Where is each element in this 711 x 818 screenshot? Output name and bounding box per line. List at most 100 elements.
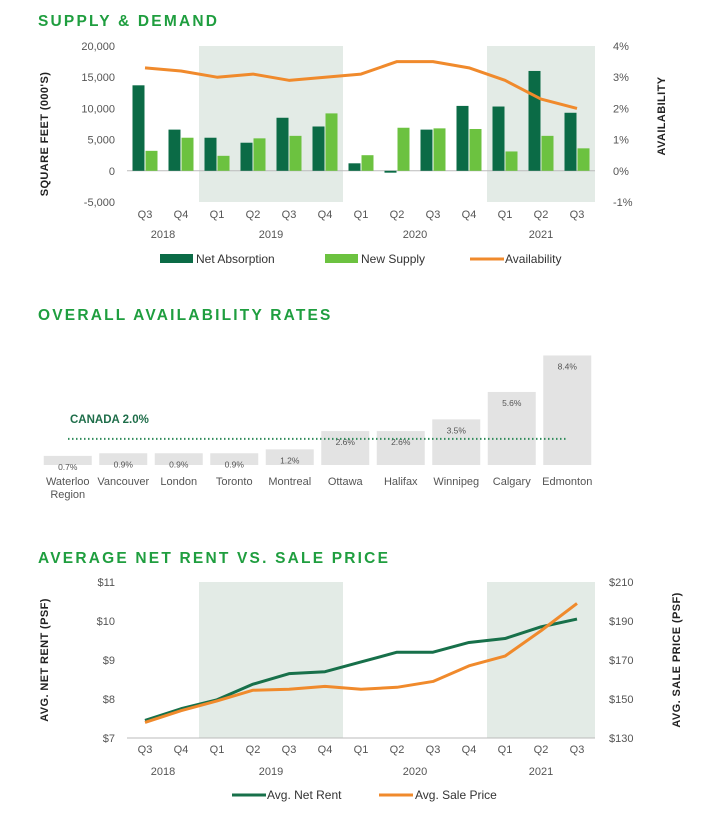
y2-tick-label: 2%	[613, 103, 629, 115]
x-quarter-label: Q3	[138, 744, 153, 756]
availability-rates-heading: OVERALL AVAILABILITY RATES	[38, 307, 333, 324]
x-year-label: 2020	[403, 766, 427, 778]
availability-value-label: 0.7%	[58, 462, 78, 472]
y2-axis-title: AVAILABILITY	[656, 76, 668, 155]
x-quarter-label: Q2	[246, 209, 261, 221]
net-absorption-bar	[492, 106, 505, 171]
availability-bar	[210, 453, 259, 465]
x-quarter-label: Q3	[426, 744, 441, 756]
shaded-year-band	[199, 46, 343, 202]
availability-value-label: 0.9%	[114, 459, 134, 469]
y2-tick-label: $210	[609, 577, 633, 589]
new-supply-bar	[469, 128, 482, 171]
availability-bar	[99, 453, 148, 465]
x-year-label: 2021	[529, 766, 553, 778]
y2-tick-label: $150	[609, 694, 633, 706]
net-absorption-bar	[456, 105, 469, 171]
new-supply-bar	[181, 137, 194, 171]
x-quarter-label: Q3	[138, 209, 153, 221]
x-year-label: 2019	[259, 766, 283, 778]
y-tick-label: $9	[103, 655, 115, 667]
x-quarter-label: Q2	[246, 744, 261, 756]
availability-value-label: 0.9%	[169, 459, 189, 469]
y-tick-label: 5,000	[87, 135, 115, 147]
canada-reference-label: CANADA 2.0%	[70, 414, 149, 426]
city-label: Toronto	[216, 476, 253, 488]
y2-tick-label: $130	[609, 733, 633, 745]
city-label: London	[160, 476, 197, 488]
y2-tick-label: 4%	[613, 41, 629, 53]
x-year-label: 2018	[151, 766, 175, 778]
net-absorption-bar	[132, 85, 145, 171]
shaded-year-band	[487, 46, 595, 202]
x-quarter-label: Q1	[354, 209, 369, 221]
shaded-year-band	[487, 582, 595, 738]
new-supply-bar	[361, 155, 374, 171]
new-supply-bar	[253, 138, 266, 171]
y-tick-label: -5,000	[84, 197, 115, 209]
availability-bar	[543, 355, 592, 465]
x-quarter-label: Q4	[174, 209, 189, 221]
new-supply-bar	[145, 150, 158, 171]
y-axis-title: AVG. NET RENT (PSF)	[39, 598, 51, 722]
y2-axis-title: AVG. SALE PRICE (PSF)	[671, 592, 683, 727]
new-supply-bar	[541, 135, 554, 171]
y2-tick-label: $170	[609, 655, 633, 667]
new-supply-bar	[325, 113, 338, 171]
x-quarter-label: Q2	[390, 209, 405, 221]
new-supply-bar	[397, 127, 410, 171]
new-supply-bar	[289, 135, 302, 171]
x-quarter-label: Q3	[426, 209, 441, 221]
x-year-label: 2018	[151, 229, 175, 241]
net-absorption-bar	[564, 112, 577, 171]
y2-tick-label: 0%	[613, 166, 629, 178]
x-quarter-label: Q4	[318, 209, 333, 221]
net-absorption-bar	[420, 129, 433, 171]
y2-tick-label: 1%	[613, 135, 629, 147]
x-quarter-label: Q2	[534, 209, 549, 221]
availability-bar	[376, 431, 425, 465]
availability-value-label: 2.6%	[391, 437, 411, 447]
legend-label-net-absorption: Net Absorption	[196, 252, 275, 266]
rent-price-heading: AVERAGE NET RENT VS. SALE PRICE	[38, 550, 390, 567]
net-absorption-bar	[384, 170, 397, 173]
sale-price-line	[144, 602, 578, 724]
x-year-label: 2019	[259, 229, 283, 241]
net-absorption-bar	[312, 126, 325, 171]
availability-bar	[265, 449, 314, 465]
supply-demand-chart: -5,000 0 5,000 10,000 15,000 20,000 -1% 0% 1% 2% 3…	[39, 41, 668, 266]
city-label: Halifax	[384, 476, 418, 488]
y-tick-label: 20,000	[81, 41, 115, 53]
x-quarter-label: Q1	[210, 209, 225, 221]
city-label: Ottawa	[328, 476, 364, 488]
availability-bar	[154, 453, 203, 465]
y2-tick-label: 3%	[613, 72, 629, 84]
legend-label-sale-price: Avg. Sale Price	[415, 788, 497, 802]
y-tick-label: $7	[103, 733, 115, 745]
y-tick-label: $11	[97, 577, 115, 589]
x-year-label: 2021	[529, 229, 553, 241]
new-supply-bar	[217, 155, 230, 171]
supply-demand-heading: SUPPLY & DEMAND	[38, 13, 219, 30]
y-axis-title: SQUARE FEET (000'S)	[39, 72, 51, 197]
legend-label-net-rent: Avg. Net Rent	[267, 788, 342, 802]
y-tick-label: $8	[103, 694, 115, 706]
y-tick-label: 15,000	[81, 72, 115, 84]
availability-bar	[321, 431, 370, 465]
x-quarter-label: Q1	[498, 744, 513, 756]
x-quarter-label: Q4	[318, 744, 333, 756]
x-quarter-label: Q3	[570, 744, 585, 756]
net-absorption-bar	[528, 70, 541, 171]
x-quarter-label: Q4	[462, 209, 477, 221]
availability-value-label: 3.5%	[447, 425, 467, 435]
x-quarter-label: Q3	[282, 744, 297, 756]
availability-value-label: 0.9%	[225, 459, 245, 469]
availability-bar	[43, 455, 92, 465]
net-absorption-bar	[240, 142, 253, 171]
legend-label-new-supply: New Supply	[361, 252, 425, 266]
city-label: Vancouver	[97, 476, 149, 488]
new-supply-bar	[433, 128, 446, 171]
x-quarter-label: Q1	[354, 744, 369, 756]
city-label: Winnipeg	[433, 476, 479, 488]
